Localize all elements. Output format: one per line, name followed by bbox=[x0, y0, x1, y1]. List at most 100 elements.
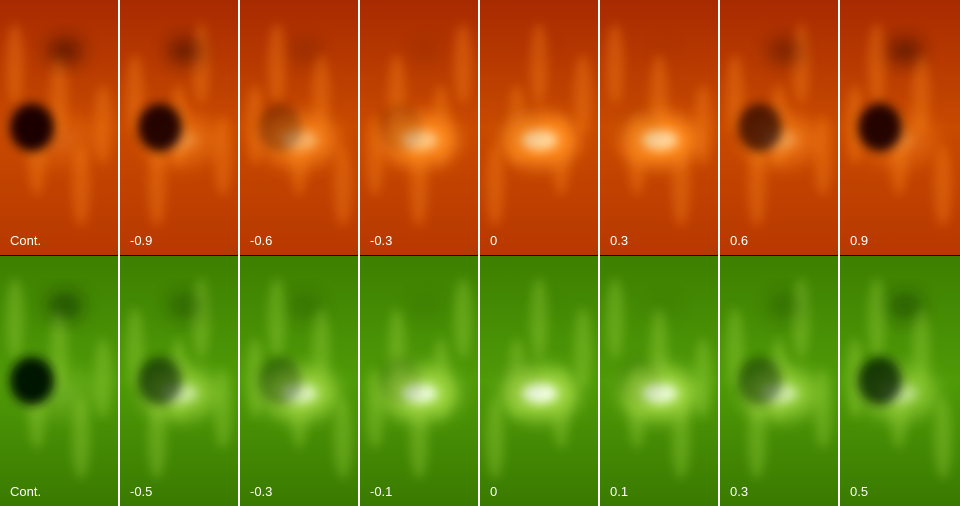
texture bbox=[574, 308, 592, 389]
texture bbox=[672, 398, 690, 479]
texture bbox=[814, 368, 832, 449]
dark-spot bbox=[407, 37, 443, 65]
image-panel: 0.6 bbox=[720, 0, 840, 255]
texture bbox=[126, 54, 144, 135]
texture bbox=[574, 54, 592, 135]
texture bbox=[192, 23, 210, 104]
image-panel: -0.9 bbox=[120, 0, 240, 255]
dark-spot bbox=[167, 292, 203, 320]
dark-spot bbox=[167, 37, 203, 65]
panel-label: 0.3 bbox=[610, 233, 628, 248]
texture bbox=[606, 23, 624, 104]
texture bbox=[126, 308, 144, 389]
panel-label: Cont. bbox=[10, 233, 41, 248]
dark-spot bbox=[498, 357, 542, 405]
texture bbox=[694, 84, 712, 165]
texture bbox=[912, 54, 930, 135]
dark-spot bbox=[378, 357, 422, 405]
dark-spot bbox=[527, 292, 563, 320]
texture bbox=[726, 54, 744, 135]
texture bbox=[312, 308, 330, 389]
dark-spot bbox=[287, 37, 323, 65]
dark-spot bbox=[738, 357, 782, 405]
dark-spot bbox=[527, 37, 563, 65]
texture bbox=[486, 146, 504, 227]
texture bbox=[912, 308, 930, 389]
dark-spot bbox=[378, 103, 422, 152]
image-panel: 0.1 bbox=[600, 256, 720, 506]
image-panel: -0.3 bbox=[360, 0, 480, 255]
texture bbox=[694, 338, 712, 419]
image-panel: Cont. bbox=[0, 0, 120, 255]
dark-spot bbox=[767, 37, 803, 65]
dark-spot bbox=[858, 103, 902, 152]
image-panel: Cont. bbox=[0, 256, 120, 506]
texture bbox=[868, 278, 886, 359]
image-panel: 0 bbox=[480, 0, 600, 255]
dark-spot bbox=[47, 37, 83, 65]
image-panel: 0.3 bbox=[720, 256, 840, 506]
image-panel: -0.1 bbox=[360, 256, 480, 506]
texture bbox=[94, 338, 112, 419]
dark-spot bbox=[618, 103, 662, 152]
image-panel: -0.3 bbox=[240, 256, 360, 506]
dark-spot bbox=[858, 357, 902, 405]
image-panel: -0.6 bbox=[240, 0, 360, 255]
dark-spot bbox=[498, 103, 542, 152]
dark-spot bbox=[47, 292, 83, 320]
panel-label: -0.9 bbox=[130, 233, 152, 248]
image-panel: 0.9 bbox=[840, 0, 960, 255]
panel-label: 0.3 bbox=[730, 484, 748, 499]
texture bbox=[6, 23, 24, 104]
texture bbox=[72, 146, 90, 227]
dark-spot bbox=[618, 357, 662, 405]
panel-label: 0 bbox=[490, 233, 497, 248]
texture bbox=[934, 146, 952, 227]
texture bbox=[454, 278, 472, 359]
dark-spot bbox=[738, 103, 782, 152]
dark-spot bbox=[258, 357, 302, 405]
dark-spot bbox=[887, 37, 923, 65]
texture bbox=[334, 146, 352, 227]
texture bbox=[868, 23, 886, 104]
texture bbox=[268, 23, 286, 104]
panel-label: -0.6 bbox=[250, 233, 272, 248]
texture bbox=[792, 23, 810, 104]
texture bbox=[846, 338, 864, 419]
panel-label: -0.1 bbox=[370, 484, 392, 499]
texture bbox=[94, 84, 112, 165]
texture bbox=[454, 23, 472, 104]
texture bbox=[814, 115, 832, 196]
texture bbox=[246, 338, 264, 419]
texture bbox=[748, 146, 766, 227]
texture bbox=[846, 84, 864, 165]
panel-label: -0.3 bbox=[250, 484, 272, 499]
texture bbox=[312, 54, 330, 135]
texture bbox=[246, 84, 264, 165]
dark-spot bbox=[138, 357, 182, 405]
texture bbox=[934, 398, 952, 479]
texture bbox=[486, 398, 504, 479]
texture bbox=[672, 146, 690, 227]
texture bbox=[50, 54, 68, 135]
dark-spot bbox=[287, 292, 323, 320]
panel-label: 0.5 bbox=[850, 484, 868, 499]
panel-label: -0.3 bbox=[370, 233, 392, 248]
texture bbox=[530, 278, 548, 359]
texture bbox=[410, 146, 428, 227]
texture bbox=[148, 146, 166, 227]
panel-label: -0.5 bbox=[130, 484, 152, 499]
panel-label: 0 bbox=[490, 484, 497, 499]
dark-spot bbox=[138, 103, 182, 152]
texture bbox=[214, 368, 232, 449]
image-panel: 0.5 bbox=[840, 256, 960, 506]
dark-spot bbox=[258, 103, 302, 152]
texture bbox=[726, 308, 744, 389]
texture bbox=[6, 278, 24, 359]
image-panel: 0 bbox=[480, 256, 600, 506]
panel-label: Cont. bbox=[10, 484, 41, 499]
dark-spot bbox=[647, 292, 683, 320]
dark-spot bbox=[10, 103, 54, 152]
dark-spot bbox=[767, 292, 803, 320]
